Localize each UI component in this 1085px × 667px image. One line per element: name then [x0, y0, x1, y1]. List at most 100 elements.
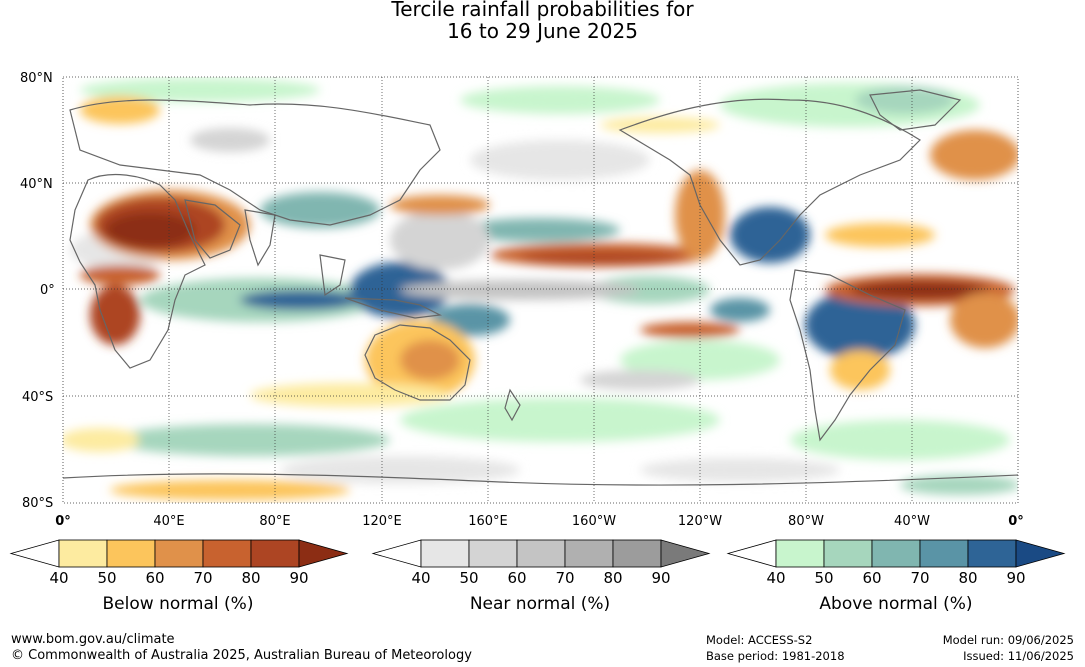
below-normal-area — [830, 350, 890, 390]
lon-label: 80°W — [788, 514, 824, 529]
colorbar-segment — [468, 539, 518, 568]
colorbar-tick-label: 80 — [603, 569, 622, 587]
below-normal-area — [390, 195, 490, 215]
lat-label: 80°N — [20, 71, 53, 86]
lon-label: 160°W — [572, 514, 616, 529]
latitude-axis: 80°N 40°N 0° 40°S 80°S — [20, 71, 55, 511]
below-normal-area — [250, 383, 450, 407]
longitude-axis: 0° 40°E 80°E 120°E 160°E 160°W 120°W 80°… — [55, 514, 1024, 529]
colorbar-tick-label: 80 — [241, 569, 260, 587]
lat-label: 40°N — [20, 177, 53, 192]
colorbar-tick-label: 70 — [193, 569, 212, 587]
near-normal-area — [190, 128, 270, 152]
near-normal-area — [640, 458, 840, 482]
below-normal-area — [600, 117, 720, 133]
below-normal-area — [400, 340, 460, 380]
above-normal-area — [260, 192, 380, 228]
footer-url[interactable]: www.bom.gov.au/climate — [11, 632, 175, 647]
colorbar-above: 40 50 60 70 80 90 — [726, 539, 1066, 587]
colorbar-tick-label: 50 — [814, 569, 833, 587]
below-normal-area — [640, 322, 740, 338]
colorbar-segment — [420, 539, 470, 568]
footer-issued: Issued: 11/06/2025 — [963, 649, 1074, 663]
colorbar-segment — [250, 539, 300, 568]
below-normal-area — [825, 223, 935, 247]
colorbar-high-triangle — [660, 539, 711, 568]
colorbar-tick-label: 60 — [862, 569, 881, 587]
lon-label: 120°W — [678, 514, 722, 529]
coastlines — [63, 89, 1018, 486]
near-normal-area — [390, 210, 490, 270]
lon-label: 120°E — [362, 514, 402, 529]
graticule — [63, 77, 1018, 503]
legend-title-above: Above normal (%) — [819, 594, 973, 614]
colorbar-low-triangle — [726, 539, 777, 568]
colorbar-segment — [823, 539, 873, 568]
below-normal-area — [80, 265, 160, 285]
colorbar-segment — [967, 539, 1017, 568]
below-normal-area — [850, 281, 990, 299]
lon-label: 40°E — [153, 514, 184, 529]
colorbar-tick-label: 90 — [651, 569, 670, 587]
lat-label: 0° — [40, 283, 55, 298]
map-title-line2: 16 to 29 June 2025 — [447, 19, 638, 43]
lon-label: 40°W — [894, 514, 930, 529]
lat-label: 80°S — [22, 496, 53, 511]
colorbar-high-triangle — [1015, 539, 1066, 568]
above-normal-area — [110, 424, 390, 456]
colorbar-segment — [154, 539, 204, 568]
colorbar-segment — [775, 539, 825, 568]
colorbar-tick-label: 90 — [289, 569, 308, 587]
colorbar-segment — [871, 539, 921, 568]
colorbar-tick-label: 40 — [411, 569, 430, 587]
colorbar-tick-label: 40 — [49, 569, 68, 587]
footer-base-period: Base period: 1981-2018 — [706, 649, 845, 663]
near-normal-area — [470, 140, 650, 180]
near-normal-area — [280, 456, 520, 484]
colorbar-segment — [564, 539, 614, 568]
colorbar-high-triangle — [298, 539, 349, 568]
lat-label: 40°S — [22, 390, 53, 405]
colorbar-segment — [202, 539, 252, 568]
above-normal-area — [805, 290, 915, 360]
colorbar-segment — [612, 539, 662, 568]
colorbar-segment — [919, 539, 969, 568]
lon-label: 0° — [1008, 514, 1024, 529]
footer-copyright: © Commonwealth of Australia 2025, Austra… — [11, 648, 472, 663]
above-normal-area — [730, 207, 810, 263]
above-normal-area — [710, 298, 770, 322]
map-title-line1: Tercile rainfall probabilities for — [391, 0, 694, 21]
above-normal-area — [240, 290, 360, 310]
below-normal-area — [520, 252, 680, 264]
above-normal-area — [590, 276, 710, 304]
above-normal-area — [460, 86, 660, 114]
above-normal-area — [400, 398, 720, 442]
above-normal-area — [80, 78, 320, 102]
probability-field — [63, 77, 1018, 503]
legend-title-below: Below normal (%) — [102, 594, 254, 614]
lon-label: 0° — [55, 514, 71, 529]
below-normal-area — [90, 285, 140, 345]
colorbar-segment — [106, 539, 156, 568]
above-normal-area — [900, 475, 1018, 495]
above-normal-area — [790, 420, 1010, 460]
colorbar-low-triangle — [371, 539, 422, 568]
colorbar-tick-label: 40 — [766, 569, 785, 587]
lon-label: 160°E — [468, 514, 508, 529]
below-normal-area — [930, 130, 1018, 180]
map-frame — [62, 76, 1019, 504]
above-normal-area — [460, 218, 620, 242]
near-normal-area — [580, 370, 700, 390]
footer-model: Model: ACCESS-S2 — [706, 633, 813, 647]
colorbar-tick-label: 70 — [910, 569, 929, 587]
near-normal-area — [400, 280, 640, 300]
colorbar-tick-label: 90 — [1006, 569, 1025, 587]
colorbar-tick-label: 50 — [97, 569, 116, 587]
colorbar-below: 40 50 60 70 80 90 — [9, 539, 349, 587]
below-normal-area — [105, 212, 195, 248]
colorbar-tick-label: 70 — [555, 569, 574, 587]
above-normal-area — [855, 86, 955, 114]
below-normal-area — [950, 292, 1018, 348]
legend-title-near: Near normal (%) — [469, 594, 611, 614]
